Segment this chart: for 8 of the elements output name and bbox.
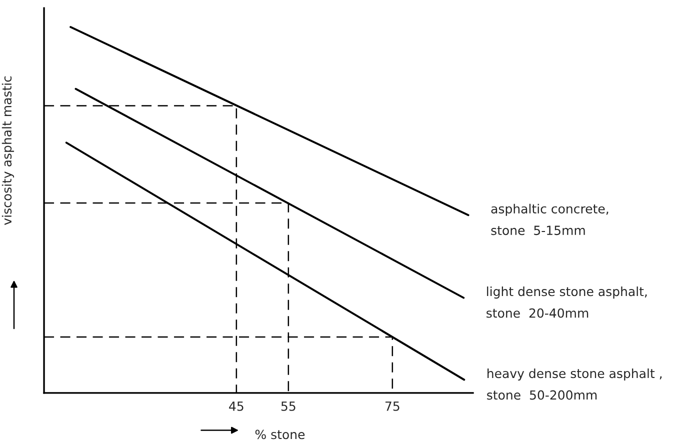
y-axis-title: viscosity asphalt mastic (2, 76, 14, 225)
series-label: asphaltic concrete, stone 5-15mm (491, 204, 608, 236)
series-label: light dense stone asphalt, stone 20-40mm (486, 286, 647, 318)
x-tick-label: 55 (281, 402, 296, 411)
x-tick-label: 45 (229, 402, 244, 411)
x-axis-title: % stone (255, 430, 305, 440)
x-tick-label: 75 (385, 402, 400, 411)
series-label: heavy dense stone asphalt , stone 50-200mm (487, 368, 662, 400)
